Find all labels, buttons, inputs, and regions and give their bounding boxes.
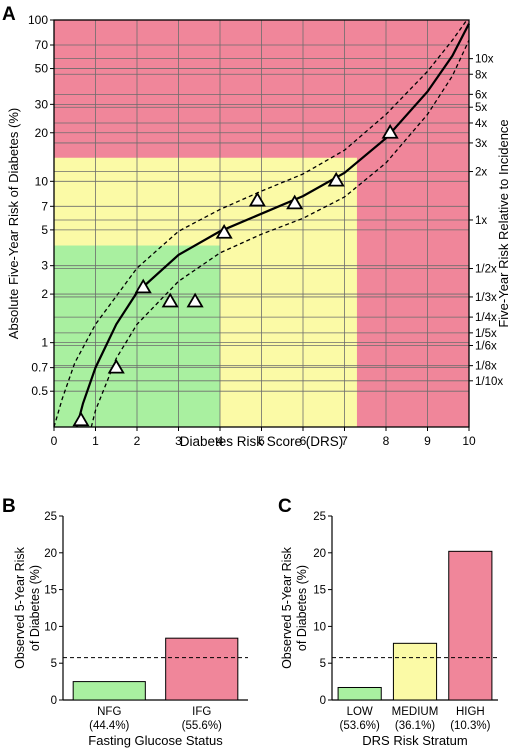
panel-c-letter: C: [278, 496, 292, 517]
bar-category-label: HIGH: [456, 706, 485, 718]
y-tick-label: 0.7: [31, 361, 48, 375]
x-tick-label: 7: [341, 434, 348, 448]
bar-y-tick-label: 0: [320, 695, 326, 707]
data-point-triangle: [327, 171, 345, 187]
bar-y-tick-label: 20: [44, 548, 57, 560]
x-tick-label: 2: [134, 434, 141, 448]
bar-y-tick-label: 25: [313, 511, 326, 523]
bar-y-axis-label-line2: of Diabetes (%): [295, 565, 309, 651]
bar-medium: [392, 642, 438, 701]
x-tick-label: 6: [300, 434, 307, 448]
bar-low: [337, 686, 382, 701]
y-tick-label: 1: [41, 336, 48, 350]
y-tick-label: 50: [35, 62, 49, 76]
y-tick-label: 70: [35, 38, 49, 52]
bar-nfg: [72, 681, 146, 701]
y-tick-label: 20: [35, 126, 49, 140]
y2-tick-label: 4x: [475, 118, 487, 130]
y-tick-label: 2: [41, 287, 48, 301]
bar-y-tick-label: 0: [51, 695, 57, 707]
x-tick-label: 5: [258, 434, 265, 448]
bar-share-label: (44.4%): [89, 720, 129, 732]
data-point-triangle: [161, 292, 179, 308]
bar-y-axis-label-line2: of Diabetes (%): [28, 565, 42, 651]
data-point-triangle: [248, 191, 266, 207]
bar-share-label: (10.3%): [450, 720, 490, 732]
x-tick-label: 3: [175, 434, 182, 448]
y2-tick-label: 1/10x: [475, 376, 503, 388]
bar-y-axis-label-line1: Observed 5-Year Risk: [280, 546, 294, 669]
data-point-triangle: [286, 194, 304, 210]
y2-tick-label: 1/5x: [475, 328, 497, 340]
panel-a-letter: A: [2, 4, 16, 25]
bar-category-label: IFG: [192, 706, 211, 718]
y2-tick-label: 8x: [475, 69, 487, 81]
y-tick-label: 30: [35, 97, 49, 111]
panel-b-letter: B: [2, 496, 16, 517]
bar-y-tick-label: 25: [44, 511, 57, 523]
fit-curve: [75, 23, 470, 428]
y-tick-label: 0.5: [31, 384, 48, 398]
bar-y-tick-label: 5: [51, 658, 57, 670]
bar-ifg: [165, 637, 239, 701]
bar-high: [448, 550, 493, 701]
data-point-triangle: [72, 411, 90, 427]
bar-y-tick-label: 5: [320, 658, 326, 670]
bar-category-label: MEDIUM: [392, 706, 439, 718]
data-point-triangle: [215, 223, 233, 239]
bar-category-label: NFG: [97, 706, 121, 718]
bar-y-tick-label: 15: [313, 585, 326, 597]
confidence-band-1: [53, 19, 468, 428]
bar-y-tick-label: 10: [44, 621, 57, 633]
y-tick-label: 5: [41, 223, 48, 237]
data-point-triangle: [134, 278, 152, 294]
y2-tick-label: 1/3x: [475, 292, 497, 304]
y-tick-label: 3: [41, 259, 48, 273]
x-tick-label: 8: [383, 434, 390, 448]
x-tick-label: 4: [217, 434, 224, 448]
x-tick-label: 9: [424, 434, 431, 448]
confidence-band-2: [90, 39, 470, 428]
bar-x-axis-label: DRS Risk Stratum: [362, 733, 467, 748]
y-tick-label: 10: [35, 174, 49, 188]
bar-y-tick-label: 20: [313, 548, 326, 560]
bar-x-axis-label: Fasting Glucose Status: [88, 733, 223, 748]
y2-tick-label: 1/4x: [475, 312, 497, 324]
bar-y-tick-label: 15: [44, 585, 57, 597]
y2-tick-label: 1/8x: [475, 361, 497, 373]
data-point-triangle: [186, 292, 204, 308]
y2-tick-label: 10x: [475, 54, 494, 66]
y2-tick-label: 5x: [475, 102, 487, 114]
y2-tick-label: 6x: [475, 89, 487, 101]
x-axis-label: Diabetes Risk Score (DRS): [180, 434, 344, 449]
y2-tick-label: 1/6x: [475, 341, 497, 353]
y2-tick-label: 2x: [475, 167, 487, 179]
x-tick-label: 10: [462, 434, 476, 448]
y2-tick-label: 1/2x: [475, 264, 497, 276]
x-tick-label: 1: [92, 434, 99, 448]
bar-y-tick-label: 10: [313, 621, 326, 633]
bar-share-label: (53.6%): [340, 720, 380, 732]
bar-share-label: (36.1%): [395, 720, 435, 732]
y-axis-label: Absolute Five-Year Risk of Diabetes (%): [6, 108, 21, 339]
y-tick-label: 7: [41, 199, 48, 213]
y-tick-label: 100: [28, 13, 48, 27]
bar-category-label: LOW: [347, 706, 373, 718]
bar-share-label: (55.6%): [182, 720, 222, 732]
y2-tick-label: 3x: [475, 138, 487, 150]
bar-y-axis-label-line1: Observed 5-Year Risk: [13, 546, 27, 669]
data-point-triangle: [381, 123, 399, 139]
y2-axis-label: Five-Year Risk Relative to Incidence: [496, 119, 511, 327]
data-point-triangle: [107, 358, 125, 374]
x-tick-label: 0: [51, 434, 58, 448]
y2-tick-label: 1x: [475, 215, 487, 227]
